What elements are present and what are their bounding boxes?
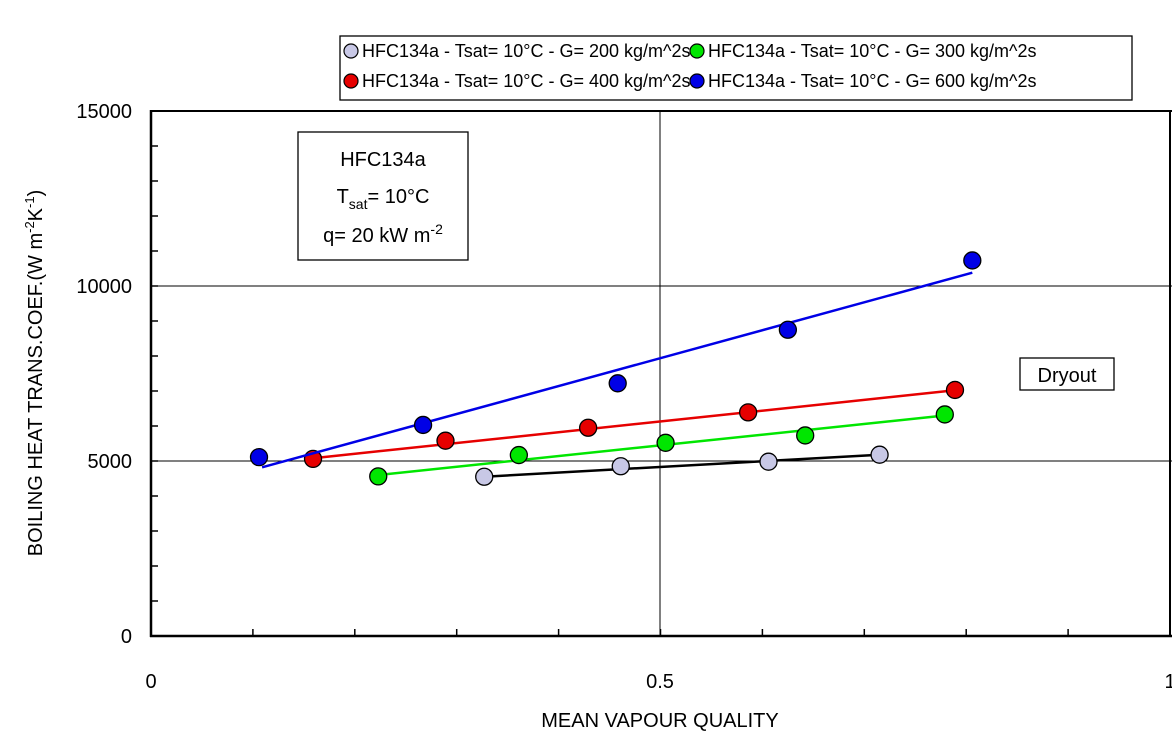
fit-line-series-3 bbox=[312, 389, 956, 460]
legend-label-3: HFC134a - Tsat= 10°C - G= 400 kg/m^2s bbox=[362, 71, 690, 91]
data-point-series-2-3 bbox=[656, 433, 675, 452]
y-axis-title: BOILING HEAT TRANS.COEF.(W m-2K-1) bbox=[22, 190, 47, 557]
y-tick-label-5000: 5000 bbox=[88, 451, 133, 473]
data-point-series-1-2 bbox=[611, 457, 630, 476]
data-point-series-1-4 bbox=[870, 445, 889, 464]
y-tick-label-15000: 15000 bbox=[76, 101, 132, 123]
series-4 bbox=[249, 251, 982, 469]
data-point-series-3-4 bbox=[738, 403, 758, 422]
condition-tsat: Tsat= 10°C bbox=[337, 186, 430, 212]
legend-label-1: HFC134a - Tsat= 10°C - G= 200 kg/m^2s bbox=[362, 41, 690, 61]
data-point-series-3-2 bbox=[436, 431, 455, 450]
dryout-label: Dryout bbox=[1019, 357, 1115, 391]
data-point-series-4-3 bbox=[608, 374, 627, 393]
data-point-series-4-1 bbox=[249, 447, 269, 467]
legend-label-4: HFC134a - Tsat= 10°C - G= 600 kg/m^2s bbox=[708, 71, 1036, 91]
data-point-series-2-4 bbox=[796, 426, 815, 445]
legend-marker-2 bbox=[689, 43, 705, 59]
data-point-series-4-4 bbox=[778, 320, 798, 339]
fit-line-series-1 bbox=[484, 453, 880, 478]
series-2 bbox=[369, 405, 954, 486]
legend: HFC134a - Tsat= 10°C - G= 200 kg/m^2s HFC… bbox=[339, 35, 1133, 101]
data-point-series-2-1 bbox=[369, 467, 388, 486]
x-tick-label-1: 1 bbox=[1164, 671, 1172, 693]
data-point-series-4-2 bbox=[413, 415, 433, 435]
x-tick-label-0: 0 bbox=[145, 671, 156, 693]
legend-frame bbox=[339, 35, 1133, 101]
condition-box: HFC134a Tsat= 10°C q= 20 kW m-2 bbox=[297, 131, 469, 261]
data-point-series-2-2 bbox=[509, 445, 529, 465]
data-point-series-3-5 bbox=[945, 380, 965, 400]
legend-label-2: HFC134a - Tsat= 10°C - G= 300 kg/m^2s bbox=[708, 41, 1036, 61]
data-point-series-3-3 bbox=[579, 418, 598, 437]
data-point-series-1-3 bbox=[759, 452, 778, 471]
fit-line-series-4 bbox=[261, 271, 973, 469]
data-point-series-2-5 bbox=[935, 405, 954, 424]
data-point-series-1-1 bbox=[475, 467, 494, 486]
series-3 bbox=[303, 380, 965, 469]
y-tick-labels: 0 5000 10000 15000 bbox=[76, 101, 132, 648]
condition-box-frame bbox=[297, 131, 469, 261]
condition-heat-flux: q= 20 kW m-2 bbox=[323, 221, 443, 247]
dryout-text: Dryout bbox=[1038, 365, 1097, 387]
data-point-series-4-5 bbox=[963, 251, 982, 270]
legend-item-2: HFC134a - Tsat= 10°C - G= 300 kg/m^2s bbox=[689, 41, 1036, 61]
x-tick-labels: 0 0.5 1 bbox=[145, 671, 1172, 693]
legend-marker-3 bbox=[343, 73, 359, 89]
y-tick-label-10000: 10000 bbox=[76, 276, 132, 298]
series-layer bbox=[249, 251, 982, 486]
x-tick-label-0.5: 0.5 bbox=[646, 671, 674, 693]
legend-marker-1 bbox=[343, 43, 359, 59]
dryout-frame bbox=[1019, 357, 1115, 391]
series-1 bbox=[475, 445, 889, 486]
condition-fluid: HFC134a bbox=[340, 149, 426, 171]
legend-marker-4 bbox=[689, 73, 705, 89]
y-tick-label-0: 0 bbox=[121, 626, 132, 648]
minor-ticks bbox=[151, 145, 1069, 636]
legend-item-3: HFC134a - Tsat= 10°C - G= 400 kg/m^2s bbox=[343, 71, 690, 91]
legend-item-4: HFC134a - Tsat= 10°C - G= 600 kg/m^2s bbox=[689, 71, 1036, 91]
x-axis-title: MEAN VAPOUR QUALITY bbox=[541, 710, 778, 732]
legend-item-1: HFC134a - Tsat= 10°C - G= 200 kg/m^2s bbox=[343, 41, 690, 61]
